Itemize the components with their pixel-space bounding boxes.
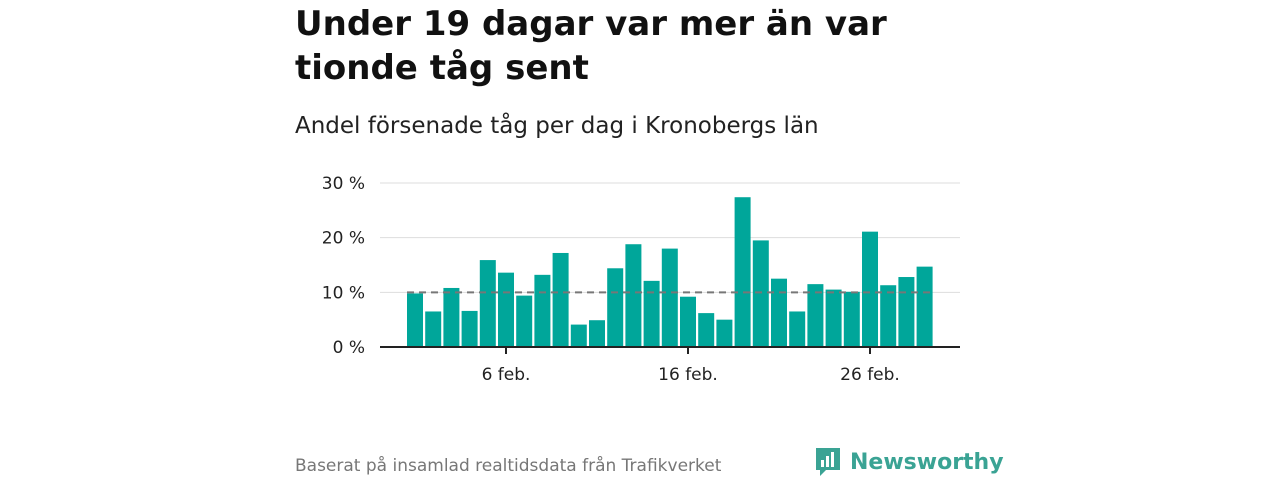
- bar: [589, 320, 605, 347]
- bar: [898, 277, 915, 347]
- axes: 0 % 10 % 20 % 30 % 6 feb. 16 feb. 26 feb.: [322, 174, 960, 385]
- bar: [570, 324, 587, 347]
- source-note: Baserat på insamlad realtidsdata från Tr…: [295, 456, 722, 476]
- x-tick-label: 16 feb.: [658, 365, 718, 385]
- y-tick-label: 0 %: [333, 338, 365, 358]
- bar: [698, 313, 715, 347]
- bar: [680, 296, 696, 347]
- bar: [643, 280, 660, 347]
- chart-subtitle: Andel försenade tåg per dag i Kronobergs…: [295, 113, 819, 139]
- y-tick-label: 30 %: [322, 174, 365, 194]
- bar: [516, 295, 533, 347]
- bar: [752, 240, 769, 347]
- bar-chart: 0 % 10 % 20 % 30 % 6 feb. 16 feb. 26 feb.: [322, 174, 960, 385]
- bars: [407, 197, 933, 347]
- brand-name: Newsworthy: [850, 449, 1004, 475]
- newsworthy-icon: [816, 448, 840, 476]
- bar: [443, 287, 460, 347]
- bar: [716, 319, 733, 347]
- bar: [498, 272, 514, 347]
- bar: [771, 278, 787, 347]
- bar: [625, 244, 642, 347]
- bar: [862, 231, 878, 347]
- x-tick-label: 26 feb.: [840, 365, 900, 385]
- chart-title: Under 19 dagar var mer än var tionde tåg…: [295, 4, 887, 88]
- bar: [552, 252, 569, 347]
- bar: [479, 260, 496, 347]
- bar: [534, 274, 551, 347]
- bar: [916, 266, 933, 347]
- bar: [607, 268, 624, 347]
- brand-logo: Newsworthy: [814, 446, 1004, 478]
- bar: [807, 284, 824, 347]
- x-tick-label: 6 feb.: [482, 365, 531, 385]
- bar: [661, 248, 678, 347]
- bar: [789, 311, 806, 347]
- bar: [425, 311, 442, 347]
- bar: [880, 285, 897, 347]
- y-tick-label: 20 %: [322, 229, 365, 249]
- bar: [843, 291, 860, 347]
- bar: [407, 293, 423, 347]
- bar: [825, 289, 842, 347]
- y-tick-label: 10 %: [322, 283, 365, 303]
- bar: [461, 310, 478, 347]
- bar: [734, 197, 751, 347]
